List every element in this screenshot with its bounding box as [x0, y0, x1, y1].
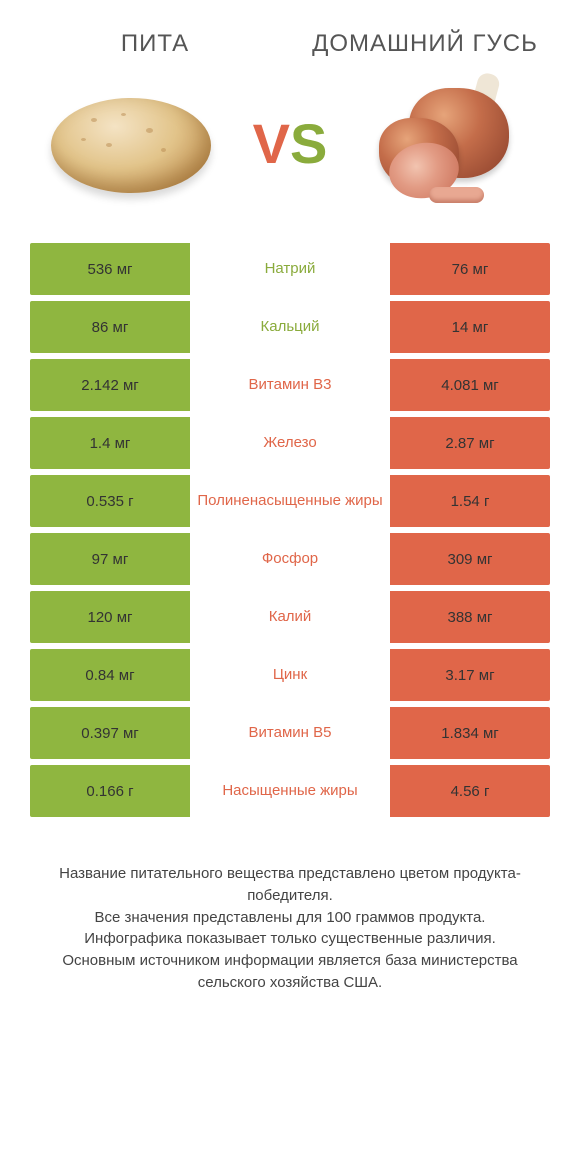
header: ПИТА ДОМАШНИЙ ГУСЬ — [0, 0, 580, 68]
footer-line-1: Название питательного вещества представл… — [30, 863, 550, 907]
table-row: 2.142 мгВитамин B34.081 мг — [30, 359, 550, 417]
right-value-cell: 3.17 мг — [390, 649, 550, 701]
left-value-cell: 2.142 мг — [30, 359, 190, 411]
vs-row: VS — [0, 68, 580, 243]
vs-v: V — [253, 112, 290, 175]
table-row: 536 мгНатрий76 мг — [30, 243, 550, 301]
table-row: 1.4 мгЖелезо2.87 мг — [30, 417, 550, 475]
footer-line-2: Все значения представлены для 100 граммо… — [30, 907, 550, 929]
nutrient-label-cell: Натрий — [190, 243, 390, 295]
left-value-cell: 0.397 мг — [30, 707, 190, 759]
left-value-cell: 536 мг — [30, 243, 190, 295]
right-product-title-col: ДОМАШНИЙ ГУСЬ — [290, 30, 560, 58]
pita-icon — [51, 88, 211, 198]
table-row: 0.535 гПолиненасыщенные жиры1.54 г — [30, 475, 550, 533]
nutrient-label-cell: Железо — [190, 417, 390, 469]
nutrient-label-cell: Полиненасыщенные жиры — [190, 475, 390, 527]
table-row: 0.397 мгВитамин B51.834 мг — [30, 707, 550, 765]
table-row: 86 мгКальций14 мг — [30, 301, 550, 359]
right-value-cell: 309 мг — [390, 533, 550, 585]
right-product-title: ДОМАШНИЙ ГУСЬ — [290, 30, 560, 58]
left-value-cell: 97 мг — [30, 533, 190, 585]
right-value-cell: 2.87 мг — [390, 417, 550, 469]
left-value-cell: 0.166 г — [30, 765, 190, 817]
left-value-cell: 0.84 мг — [30, 649, 190, 701]
nutrient-label-cell: Витамин B3 — [190, 359, 390, 411]
nutrient-label-cell: Витамин B5 — [190, 707, 390, 759]
footer-notes: Название питательного вещества представл… — [0, 823, 580, 994]
left-product-title-col: ПИТА — [20, 30, 290, 58]
footer-line-4: Основным источником информации является … — [30, 950, 550, 994]
right-value-cell: 76 мг — [390, 243, 550, 295]
meat-icon — [374, 83, 524, 203]
table-row: 0.84 мгЦинк3.17 мг — [30, 649, 550, 707]
right-value-cell: 1.834 мг — [390, 707, 550, 759]
nutrient-label-cell: Кальций — [190, 301, 390, 353]
nutrient-label-cell: Цинк — [190, 649, 390, 701]
left-value-cell: 86 мг — [30, 301, 190, 353]
right-value-cell: 14 мг — [390, 301, 550, 353]
footer-line-3: Инфографика показывает только существенн… — [30, 928, 550, 950]
right-value-cell: 4.081 мг — [390, 359, 550, 411]
right-value-cell: 1.54 г — [390, 475, 550, 527]
vs-s: S — [290, 112, 327, 175]
comparison-table: 536 мгНатрий76 мг86 мгКальций14 мг2.142 … — [0, 243, 580, 823]
left-product-title: ПИТА — [20, 30, 290, 58]
nutrient-label-cell: Фосфор — [190, 533, 390, 585]
nutrient-label-cell: Калий — [190, 591, 390, 643]
right-product-image — [337, 73, 560, 213]
vs-label: VS — [253, 111, 328, 176]
left-value-cell: 120 мг — [30, 591, 190, 643]
left-product-image — [20, 73, 243, 213]
left-value-cell: 0.535 г — [30, 475, 190, 527]
table-row: 0.166 гНасыщенные жиры4.56 г — [30, 765, 550, 823]
nutrient-label-cell: Насыщенные жиры — [190, 765, 390, 817]
right-value-cell: 4.56 г — [390, 765, 550, 817]
table-row: 120 мгКалий388 мг — [30, 591, 550, 649]
right-value-cell: 388 мг — [390, 591, 550, 643]
left-value-cell: 1.4 мг — [30, 417, 190, 469]
table-row: 97 мгФосфор309 мг — [30, 533, 550, 591]
